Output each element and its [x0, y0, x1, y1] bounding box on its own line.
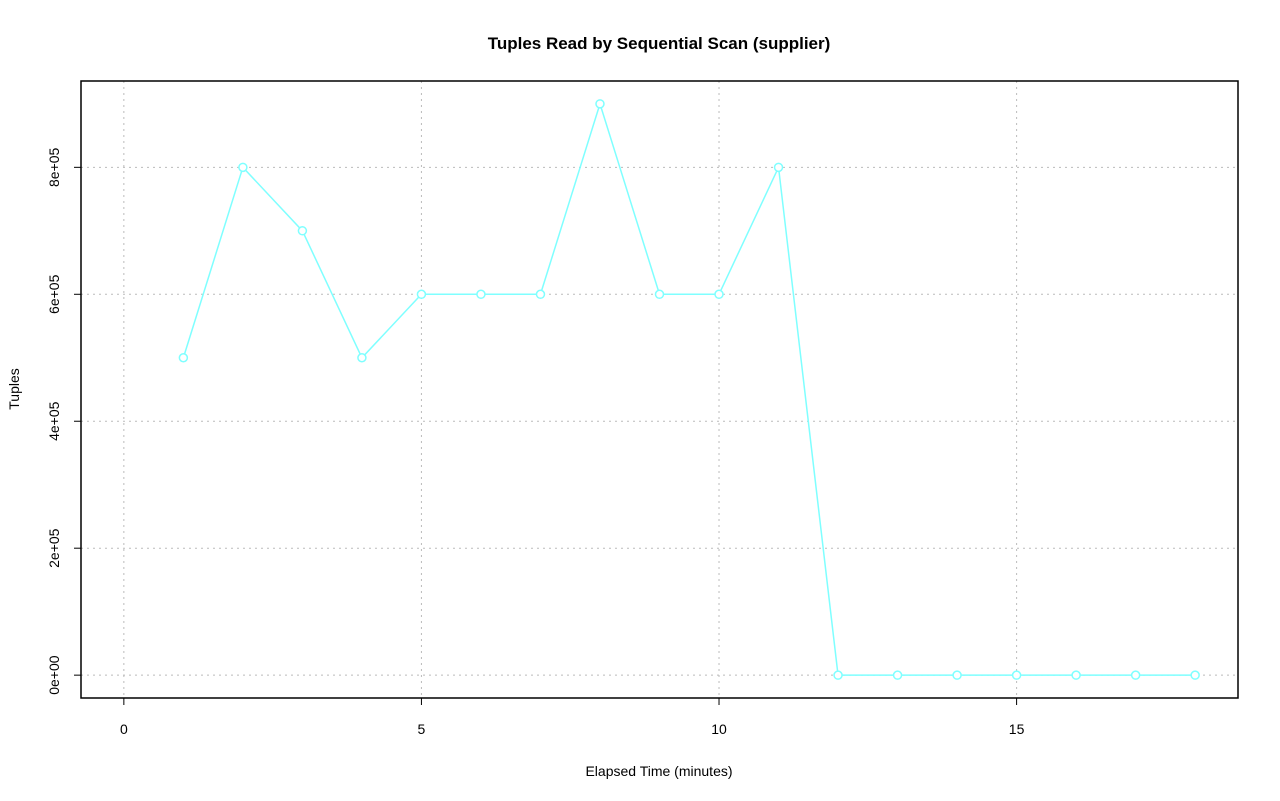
data-point [1190, 670, 1200, 680]
y-tick-label: 2e+05 [46, 528, 62, 568]
data-point [892, 670, 903, 680]
x-tick-label: 5 [418, 721, 426, 737]
data-point [416, 289, 427, 300]
y-tick-label: 4e+05 [46, 401, 62, 441]
chart-title: Tuples Read by Sequential Scan (supplier… [488, 34, 831, 53]
y-tick-label: 6e+05 [46, 274, 62, 314]
data-point [654, 289, 665, 300]
data-line [182, 101, 1196, 676]
data-point [178, 353, 189, 363]
data-point [1071, 670, 1081, 680]
data-point [1130, 670, 1141, 680]
data-point [714, 289, 724, 300]
y-tick-label: 0e+00 [46, 655, 62, 695]
data-point [595, 99, 605, 109]
y-axis-label: Tuples [6, 368, 22, 410]
x-tick-label: 0 [120, 721, 128, 737]
x-tick-label: 15 [1009, 721, 1025, 737]
data-point [773, 162, 784, 173]
data-point [238, 162, 248, 173]
x-axis-label: Elapsed Time (minutes) [585, 763, 732, 779]
data-point [535, 289, 546, 300]
data-point [1011, 670, 1022, 680]
data-point [476, 289, 486, 300]
plot-frame [80, 80, 1239, 699]
x-tick-label: 10 [711, 721, 727, 737]
data-point [297, 226, 308, 236]
data-point [833, 670, 843, 680]
data-point [952, 670, 962, 680]
data-point [357, 353, 367, 363]
y-tick-label: 8e+05 [46, 147, 62, 187]
